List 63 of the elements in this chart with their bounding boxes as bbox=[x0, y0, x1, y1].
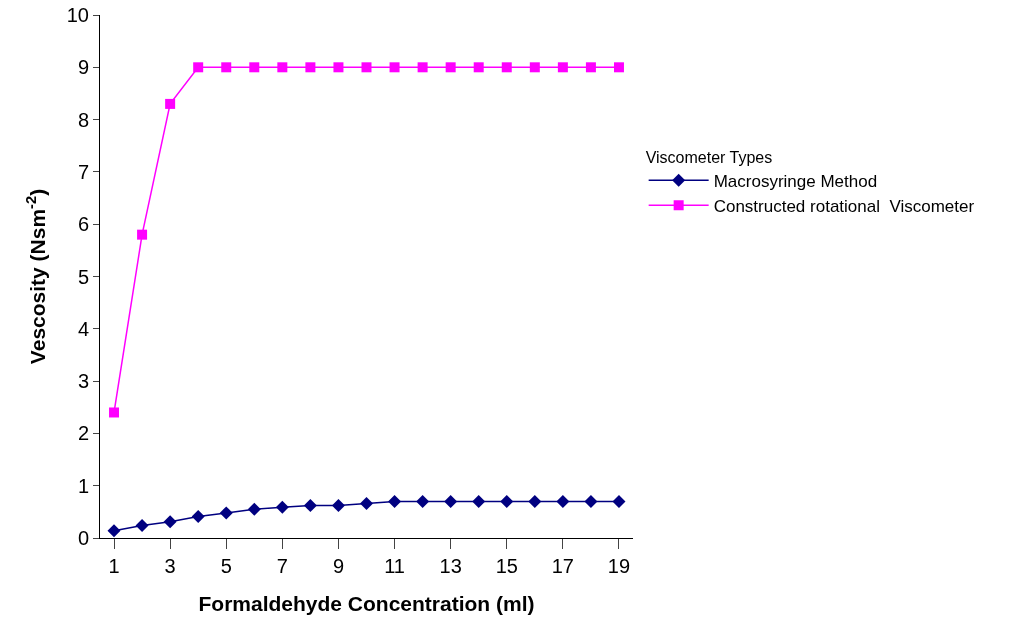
point bbox=[305, 62, 316, 73]
point bbox=[135, 518, 149, 532]
point bbox=[333, 62, 344, 73]
x-tick-label: 17 bbox=[551, 555, 574, 577]
point bbox=[219, 506, 233, 520]
point bbox=[501, 62, 512, 73]
point bbox=[556, 494, 570, 508]
point bbox=[388, 494, 402, 508]
y-tick-label: 0 bbox=[77, 527, 89, 549]
y-tick-label: 1 bbox=[77, 474, 89, 497]
y-tick-label: 3 bbox=[77, 370, 89, 393]
legend-label: Macrosyringe Method bbox=[713, 171, 878, 191]
point bbox=[191, 510, 205, 524]
x-tick-label: 9 bbox=[332, 555, 345, 577]
x-tick-label: 11 bbox=[384, 555, 405, 577]
point bbox=[107, 524, 121, 538]
point bbox=[221, 62, 232, 73]
point bbox=[528, 494, 542, 508]
x-tick-label: 15 bbox=[495, 555, 518, 577]
point bbox=[331, 499, 345, 513]
point bbox=[163, 515, 177, 529]
point bbox=[277, 62, 288, 73]
x-tick-label: 3 bbox=[164, 555, 176, 577]
legend-label: Constructed rotational Viscometer bbox=[713, 196, 975, 216]
point bbox=[360, 496, 373, 510]
point bbox=[557, 62, 568, 73]
point bbox=[585, 62, 596, 73]
point bbox=[247, 502, 261, 516]
y-tick-label: 9 bbox=[77, 56, 89, 79]
point bbox=[109, 407, 120, 418]
x-tick-label: 19 bbox=[607, 555, 631, 577]
x-axis-title: Formaldehyde Concentration (ml) bbox=[198, 592, 535, 616]
y-tick-label: 2 bbox=[77, 422, 89, 445]
point bbox=[613, 62, 624, 73]
y-tick-label: 4 bbox=[77, 317, 89, 340]
x-tick-label: 1 bbox=[108, 555, 120, 577]
y-tick-label: 10 bbox=[66, 4, 89, 26]
point bbox=[472, 494, 486, 508]
point bbox=[417, 62, 428, 73]
y-tick-label: 8 bbox=[77, 108, 89, 131]
point bbox=[416, 494, 430, 508]
point bbox=[473, 62, 484, 73]
point bbox=[165, 98, 176, 109]
point bbox=[500, 494, 514, 508]
point bbox=[193, 62, 204, 73]
y-tick-label: 6 bbox=[77, 213, 89, 236]
point bbox=[445, 62, 456, 73]
point bbox=[529, 62, 540, 73]
point bbox=[275, 500, 289, 514]
point bbox=[444, 494, 458, 508]
y-tick-label: 7 bbox=[77, 160, 89, 183]
x-tick-label: 7 bbox=[276, 555, 288, 577]
point bbox=[584, 494, 598, 508]
legend-title: Viscometer Types bbox=[645, 148, 773, 166]
x-tick-label: 5 bbox=[220, 555, 232, 577]
point bbox=[303, 499, 317, 513]
y-tick-label: 5 bbox=[77, 265, 89, 288]
point bbox=[612, 494, 626, 508]
point bbox=[361, 62, 372, 73]
x-tick-label: 13 bbox=[439, 555, 462, 577]
point bbox=[389, 62, 400, 73]
point bbox=[249, 62, 260, 73]
point bbox=[137, 229, 148, 240]
